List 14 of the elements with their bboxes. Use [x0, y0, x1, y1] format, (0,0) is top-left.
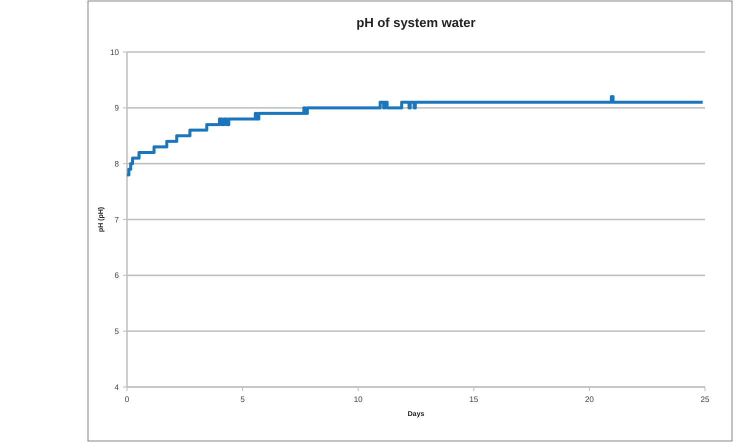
- y-tick-label: 10: [110, 48, 120, 57]
- x-tick-label: 5: [240, 395, 246, 404]
- y-tick-label: 6: [114, 271, 120, 280]
- y-tick-label: 7: [114, 215, 120, 224]
- y-tick-label: 8: [114, 159, 120, 168]
- y-tick-label: 5: [114, 326, 120, 336]
- x-tick-label: 20: [584, 395, 594, 404]
- x-tick-label: 10: [354, 395, 364, 404]
- y-tick-label: 4: [114, 382, 120, 392]
- y-tick-label: 9: [114, 104, 120, 113]
- chart-title: pH of system water: [356, 15, 476, 30]
- x-tick-label: 0: [124, 395, 130, 404]
- x-tick-label: 15: [469, 395, 479, 404]
- x-tick-label: 25: [700, 395, 710, 404]
